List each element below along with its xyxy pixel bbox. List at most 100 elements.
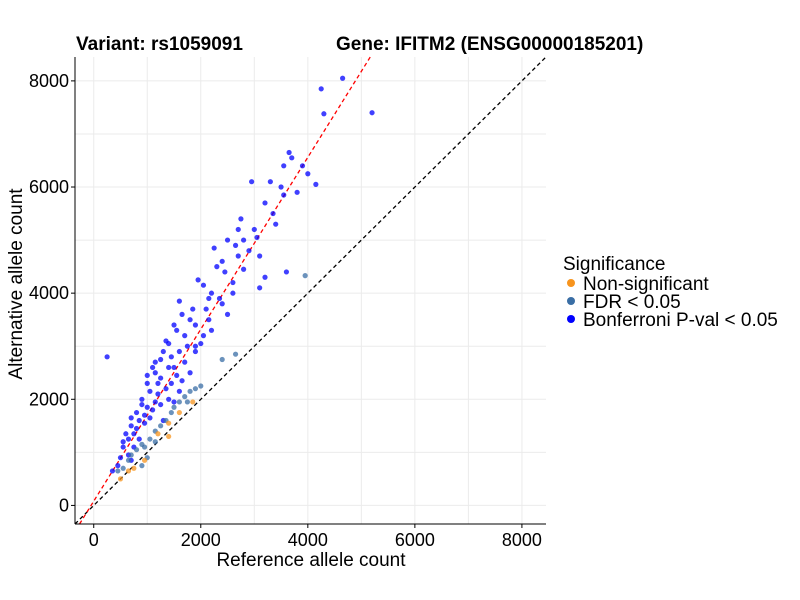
point-bonferroni-p-val-0-05 (224, 237, 231, 243)
point-non-significant (166, 433, 172, 440)
point-bonferroni-p-val-0-05 (115, 463, 121, 469)
point-bonferroni-p-val-0-05 (128, 415, 134, 421)
point-bonferroni-p-val-0-05 (187, 317, 193, 323)
point-bonferroni-p-val-0-05 (158, 356, 164, 363)
point-bonferroni-p-val-0-05 (174, 372, 180, 379)
point-bonferroni-p-val-0-05 (171, 322, 177, 328)
chart-title-gene: Gene: IFITM2 (ENSG00000185201) (336, 34, 643, 55)
reference-line-1 (74, 56, 547, 525)
x-tick-label: 6000 (395, 530, 435, 550)
point-bonferroni-p-val-0-05 (192, 348, 199, 355)
point-fdr-0-05 (152, 439, 158, 445)
point-bonferroni-p-val-0-05 (144, 380, 150, 386)
chart-title-variant: Variant: rs1059091 (76, 34, 243, 55)
point-bonferroni-p-val-0-05 (257, 285, 263, 291)
point-bonferroni-p-val-0-05 (184, 343, 190, 349)
point-bonferroni-p-val-0-05 (281, 192, 287, 198)
point-fdr-0-05 (219, 356, 225, 363)
point-bonferroni-p-val-0-05 (163, 338, 169, 344)
x-tick-label: 4000 (288, 530, 328, 550)
point-bonferroni-p-val-0-05 (133, 409, 140, 416)
data-points (104, 75, 375, 482)
point-fdr-0-05 (141, 444, 148, 450)
point-non-significant (117, 476, 124, 482)
point-bonferroni-p-val-0-05 (152, 399, 158, 405)
point-bonferroni-p-val-0-05 (125, 436, 132, 442)
point-bonferroni-p-val-0-05 (281, 163, 287, 169)
point-bonferroni-p-val-0-05 (200, 282, 207, 288)
point-bonferroni-p-val-0-05 (123, 431, 129, 437)
point-bonferroni-p-val-0-05 (192, 343, 199, 349)
point-bonferroni-p-val-0-05 (211, 245, 217, 251)
point-bonferroni-p-val-0-05 (200, 333, 207, 339)
y-tick-label: 6000 (29, 177, 69, 197)
point-non-significant (190, 399, 196, 405)
point-bonferroni-p-val-0-05 (240, 237, 247, 243)
point-bonferroni-p-val-0-05 (158, 401, 164, 408)
point-bonferroni-p-val-0-05 (235, 226, 241, 233)
legend-entry: Bonferroni P-val < 0.05 (567, 310, 778, 331)
point-bonferroni-p-val-0-05 (144, 372, 150, 379)
legend-swatch (567, 297, 575, 305)
x-tick-label: 2000 (181, 530, 221, 550)
point-fdr-0-05 (139, 463, 145, 469)
x-tick-label: 0 (89, 530, 99, 550)
point-bonferroni-p-val-0-05 (286, 149, 292, 156)
point-bonferroni-p-val-0-05 (219, 301, 225, 307)
point-non-significant (141, 457, 148, 463)
point-bonferroni-p-val-0-05 (267, 179, 273, 185)
point-bonferroni-p-val-0-05 (158, 375, 164, 381)
point-bonferroni-p-val-0-05 (171, 399, 177, 405)
point-non-significant (131, 465, 137, 471)
point-bonferroni-p-val-0-05 (139, 396, 145, 402)
point-bonferroni-p-val-0-05 (179, 378, 185, 384)
point-bonferroni-p-val-0-05 (230, 279, 236, 286)
legend-swatch (567, 279, 575, 287)
point-bonferroni-p-val-0-05 (176, 298, 182, 304)
point-bonferroni-p-val-0-05 (270, 210, 276, 217)
point-bonferroni-p-val-0-05 (289, 155, 295, 161)
y-tick-label: 2000 (29, 389, 69, 409)
point-bonferroni-p-val-0-05 (257, 253, 263, 259)
point-bonferroni-p-val-0-05 (299, 163, 306, 169)
point-bonferroni-p-val-0-05 (160, 348, 166, 355)
tick-labels: 0 2000 4000 6000 8000 0 2000 4000 6000 8000 (29, 71, 542, 550)
point-bonferroni-p-val-0-05 (120, 444, 126, 450)
point-bonferroni-p-val-0-05 (294, 189, 300, 195)
point-bonferroni-p-val-0-05 (155, 380, 161, 386)
point-non-significant (166, 420, 172, 426)
point-bonferroni-p-val-0-05 (176, 388, 182, 394)
legend-label: Bonferroni P-val < 0.05 (583, 310, 778, 331)
point-bonferroni-p-val-0-05 (150, 407, 156, 413)
point-bonferroni-p-val-0-05 (249, 179, 255, 185)
point-fdr-0-05 (187, 388, 193, 394)
point-fdr-0-05 (147, 436, 153, 442)
point-bonferroni-p-val-0-05 (318, 86, 324, 92)
point-fdr-0-05 (184, 399, 190, 405)
point-bonferroni-p-val-0-05 (190, 306, 196, 312)
point-bonferroni-p-val-0-05 (230, 290, 236, 296)
legend-title: Significance (563, 254, 665, 275)
point-fdr-0-05 (198, 383, 204, 389)
point-bonferroni-p-val-0-05 (305, 171, 311, 177)
point-fdr-0-05 (133, 447, 140, 453)
point-bonferroni-p-val-0-05 (192, 322, 199, 328)
point-bonferroni-p-val-0-05 (131, 431, 137, 437)
point-bonferroni-p-val-0-05 (224, 311, 231, 317)
point-bonferroni-p-val-0-05 (152, 370, 158, 376)
point-bonferroni-p-val-0-05 (182, 359, 188, 365)
point-bonferroni-p-val-0-05 (206, 295, 212, 302)
point-bonferroni-p-val-0-05 (141, 420, 148, 426)
point-bonferroni-p-val-0-05 (141, 412, 148, 418)
point-bonferroni-p-val-0-05 (166, 396, 172, 402)
point-fdr-0-05 (128, 452, 134, 458)
point-bonferroni-p-val-0-05 (128, 423, 134, 429)
x-tick-label: 8000 (502, 530, 542, 550)
point-bonferroni-p-val-0-05 (340, 75, 346, 81)
point-non-significant (176, 409, 182, 416)
point-bonferroni-p-val-0-05 (283, 269, 290, 275)
point-bonferroni-p-val-0-05 (147, 415, 153, 421)
